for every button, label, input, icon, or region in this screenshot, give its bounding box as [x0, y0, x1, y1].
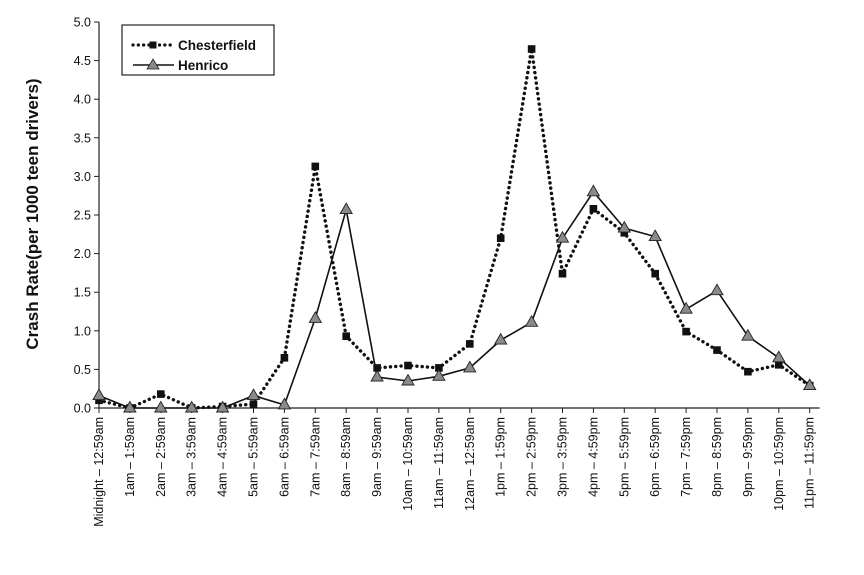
data-point-henrico [741, 328, 755, 341]
data-point-chesterfield [404, 361, 412, 370]
x-tick-label: 2am – 2:59am [154, 417, 168, 497]
data-point-chesterfield [249, 400, 258, 408]
data-point-chesterfield [342, 332, 350, 340]
legend-chesterfield-marker [149, 41, 157, 49]
data-point-chesterfield [373, 364, 381, 372]
data-point-chesterfield [744, 367, 752, 376]
data-point-henrico [308, 310, 323, 323]
data-point-henrico [154, 400, 168, 413]
y-tick-label: 2.5 [74, 209, 91, 223]
x-tick-label: 4am – 4:59am [216, 417, 230, 497]
data-point-chesterfield [466, 340, 474, 348]
data-point-henrico [802, 378, 817, 391]
data-point-henrico [401, 373, 415, 386]
x-tick-label: 3am – 3:59am [185, 417, 199, 497]
data-point-henrico [555, 230, 570, 243]
x-tick-label: 9pm – 9:59pm [741, 417, 755, 497]
x-tick-label: 10am – 10:59am [401, 417, 415, 511]
x-tick-label: 9am – 9:59am [370, 417, 384, 497]
x-tick-label: 5am – 5:59am [247, 417, 261, 497]
x-tick-label: 1pm – 1:59pm [494, 417, 508, 497]
y-axis-label: Crash Rate(per 1000 teen drivers) [23, 78, 42, 349]
data-point-henrico [432, 368, 446, 381]
series-line-henrico [98, 191, 811, 409]
data-point-chesterfield [620, 229, 629, 237]
data-point-henrico [648, 229, 662, 242]
y-tick-label: 0.5 [74, 363, 91, 377]
data-point-henrico [246, 388, 261, 401]
x-tick-label: 11am – 11:59am [432, 417, 446, 509]
data-point-henrico [679, 301, 693, 314]
x-tick-label: 12am – 12:59am [463, 417, 477, 511]
y-tick-label: 2.0 [74, 247, 91, 261]
data-point-chesterfield [713, 346, 721, 354]
y-tick-label: 3.5 [74, 131, 91, 145]
data-point-chesterfield [775, 361, 783, 369]
x-tick-label: 8pm – 8:59pm [710, 417, 724, 497]
x-tick-label: 5pm – 5:59pm [617, 417, 631, 497]
y-tick-label: 4.0 [74, 93, 91, 107]
y-tick-label: 4.5 [74, 54, 91, 68]
data-point-henrico [710, 283, 724, 296]
data-point-henrico [493, 332, 508, 345]
data-point-henrico [617, 220, 632, 233]
series-layer [92, 45, 817, 413]
legend-box [121, 24, 275, 76]
data-point-chesterfield [682, 327, 690, 336]
y-tick-label: 5.0 [74, 16, 91, 30]
data-point-chesterfield [589, 205, 598, 213]
x-tick-label: 8am – 8:59am [339, 417, 353, 497]
x-tick-label: 3pm – 3:59pm [556, 417, 570, 497]
y-tick-label: 3.0 [74, 170, 91, 184]
x-tick-label: 10pm – 10:59pm [772, 417, 786, 511]
data-point-henrico [184, 400, 199, 413]
legend-henrico-label: Henrico [178, 58, 228, 73]
x-tick-label: 1am – 1:59am [123, 417, 137, 497]
series-line-chesterfield [97, 47, 812, 410]
x-tick-label: 2pm – 2:59pm [525, 417, 539, 497]
x-tick-label: 7pm – 7:59pm [679, 417, 693, 497]
x-tick-label: Midnight – 12:59am [92, 417, 106, 527]
legend: Chesterfield Henrico [121, 24, 275, 76]
data-point-chesterfield [95, 396, 103, 405]
y-tick-label: 1.5 [74, 286, 91, 300]
data-point-chesterfield [651, 269, 659, 278]
data-point-chesterfield [435, 364, 443, 372]
x-tick-label: 7am – 7:59am [308, 417, 322, 497]
data-point-henrico [772, 350, 786, 363]
x-tick-label: 6am – 6:59am [277, 417, 291, 497]
data-point-henrico [92, 388, 106, 401]
legend-chesterfield-label: Chesterfield [178, 38, 256, 53]
x-tick-label: 4pm – 4:59pm [586, 417, 600, 497]
y-tick-label: 0.0 [74, 402, 91, 416]
y-tick-label: 1.0 [74, 324, 91, 338]
data-point-henrico [123, 400, 137, 413]
data-point-henrico [586, 184, 601, 197]
data-point-henrico [524, 314, 539, 327]
data-point-chesterfield [311, 162, 320, 171]
data-point-chesterfield [157, 390, 165, 398]
axes: 0.0 0.5 1.0 1.5 2.0 2.5 3.0 3.5 4.0 4.5 5.0 Midnigh… [74, 16, 820, 527]
x-tick-label: 11pm – 11:59pm [803, 417, 817, 509]
data-point-henrico [277, 397, 292, 410]
data-point-henrico [370, 369, 384, 382]
data-point-chesterfield [558, 269, 567, 278]
legend-henrico-marker [146, 58, 160, 70]
data-point-chesterfield [496, 234, 505, 242]
data-point-chesterfield [280, 354, 289, 362]
data-point-henrico [215, 400, 230, 413]
data-point-chesterfield [527, 45, 536, 53]
data-point-henrico [463, 360, 477, 373]
x-tick-label: 6pm – 6:59pm [648, 417, 662, 497]
data-point-henrico [339, 202, 353, 215]
